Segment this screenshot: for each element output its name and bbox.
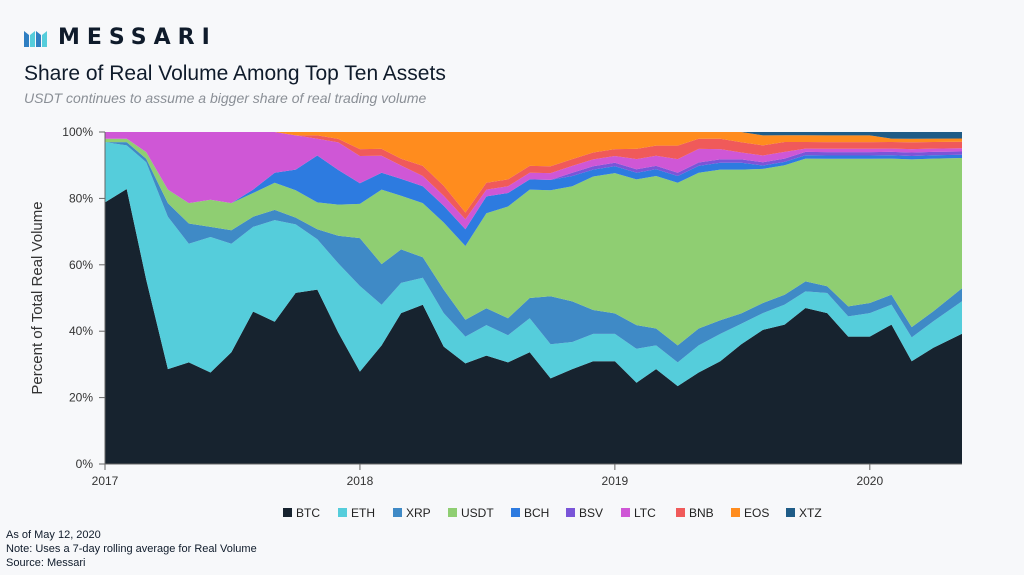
x-tick-label: 2017 xyxy=(92,474,119,488)
area-eth xyxy=(105,142,962,387)
y-tick-label: 60% xyxy=(69,258,93,272)
legend-swatch-bsv xyxy=(566,508,575,517)
chart-title: Share of Real Volume Among Top Ten Asset… xyxy=(24,62,446,85)
y-tick-label: 0% xyxy=(76,457,94,471)
legend-swatch-xtz xyxy=(786,508,795,517)
legend-label-eos: EOS xyxy=(744,506,769,520)
x-tick-label: 2019 xyxy=(602,474,629,488)
y-tick-label: 80% xyxy=(69,191,93,205)
legend-swatch-eos xyxy=(731,508,740,517)
x-tick-label: 2018 xyxy=(347,474,374,488)
legend-swatch-xrp xyxy=(393,508,402,517)
area-ltc xyxy=(105,132,962,230)
legend-label-btc: BTC xyxy=(296,506,320,520)
messari-logo: MESSARI xyxy=(24,22,217,52)
legend-swatch-bch xyxy=(511,508,520,517)
plot-areas xyxy=(105,132,962,464)
y-axis-gridlines: 0% 20% 40% 60% 80% 100% xyxy=(62,125,105,471)
as-of-date: As of May 12, 2020 xyxy=(6,529,101,541)
area-xtz xyxy=(105,132,962,139)
legend: BTC ETH XRP USDT BCH BSV LTC BNB EOS XTZ xyxy=(283,506,822,520)
legend-label-xrp: XRP xyxy=(406,506,431,520)
area-btc xyxy=(105,189,962,464)
y-tick-label: 20% xyxy=(69,391,93,405)
area-xrp xyxy=(105,142,962,363)
legend-label-bsv: BSV xyxy=(579,506,603,520)
area-usdt xyxy=(105,138,962,346)
legend-label-usdt: USDT xyxy=(461,506,494,520)
legend-label-ltc: LTC xyxy=(634,506,656,520)
y-tick-label: 100% xyxy=(62,125,93,139)
legend-swatch-bnb xyxy=(676,508,685,517)
chart-subtitle: USDT continues to assume a bigger share … xyxy=(24,90,427,106)
legend-swatch-btc xyxy=(283,508,292,517)
chart-axes: 2017 2018 2019 2020 xyxy=(92,132,962,488)
legend-label-xtz: XTZ xyxy=(799,506,822,520)
area-bch xyxy=(105,138,962,246)
area-eos xyxy=(105,132,962,213)
methodology-note: Note: Uses a 7-day rolling average for R… xyxy=(6,543,257,555)
x-tick-label: 2020 xyxy=(856,474,883,488)
messari-logo-icon xyxy=(24,31,47,47)
footer-notes: As of May 12, 2020 Note: Uses a 7-day ro… xyxy=(6,528,257,570)
legend-label-bnb: BNB xyxy=(689,506,714,520)
legend-swatch-ltc xyxy=(621,508,630,517)
area-bsv xyxy=(105,138,962,230)
messari-wordmark: MESSARI xyxy=(58,24,217,50)
legend-swatch-eth xyxy=(338,508,347,517)
y-axis-label: Percent of Total Real Volume xyxy=(29,201,46,394)
legend-label-bch: BCH xyxy=(524,506,549,520)
legend-swatch-usdt xyxy=(448,508,457,517)
source-note: Source: Messari xyxy=(6,557,86,569)
y-tick-label: 40% xyxy=(69,324,93,338)
legend-label-eth: ETH xyxy=(351,506,375,520)
